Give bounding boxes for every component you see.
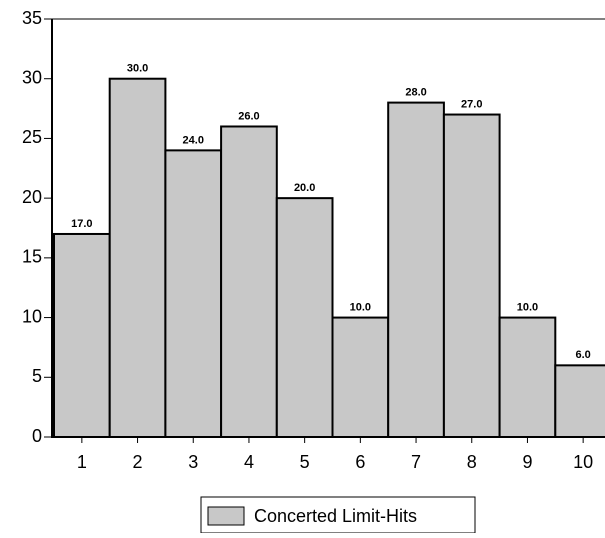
value-label: 10.0	[517, 301, 538, 313]
y-tick-label: 0	[32, 426, 42, 446]
y-tick-label: 15	[22, 247, 42, 267]
value-label: 17.0	[71, 218, 92, 230]
value-label: 26.0	[238, 110, 259, 122]
y-tick-label: 35	[22, 8, 42, 28]
value-label: 28.0	[405, 87, 426, 99]
value-label: 24.0	[183, 134, 204, 146]
y-tick-label: 25	[22, 127, 42, 147]
x-tick-label: 2	[133, 452, 143, 472]
bar	[275, 197, 334, 438]
bar	[53, 232, 111, 438]
y-tick-label: 10	[22, 306, 42, 326]
legend-swatch	[207, 506, 245, 526]
bar	[108, 77, 167, 438]
x-tick-label: 4	[244, 452, 254, 472]
x-tick-label: 9	[522, 452, 532, 472]
bar	[331, 316, 390, 439]
y-tick-label: 5	[32, 366, 42, 386]
bar	[498, 316, 557, 439]
x-tick-label: 5	[300, 452, 310, 472]
x-tick-label: 1	[77, 452, 87, 472]
bar	[220, 125, 278, 438]
value-label: 6.0	[576, 349, 591, 361]
x-tick-label: 3	[188, 452, 198, 472]
x-tick-label: 10	[573, 452, 593, 472]
x-tick-label: 8	[467, 452, 477, 472]
legend-box	[200, 496, 476, 534]
value-label: 10.0	[350, 301, 371, 313]
legend-label: Concerted Limit-Hits	[254, 506, 417, 526]
value-label: 20.0	[294, 182, 315, 194]
bar	[387, 101, 445, 438]
x-tick-label: 6	[355, 452, 365, 472]
bar	[442, 113, 501, 439]
y-tick-label: 20	[22, 187, 42, 207]
bar	[164, 149, 223, 438]
x-tick-label: 7	[411, 452, 421, 472]
value-label: 30.0	[127, 63, 148, 75]
value-label: 27.0	[461, 98, 482, 110]
bar	[554, 364, 605, 439]
y-tick-label: 30	[22, 67, 42, 87]
